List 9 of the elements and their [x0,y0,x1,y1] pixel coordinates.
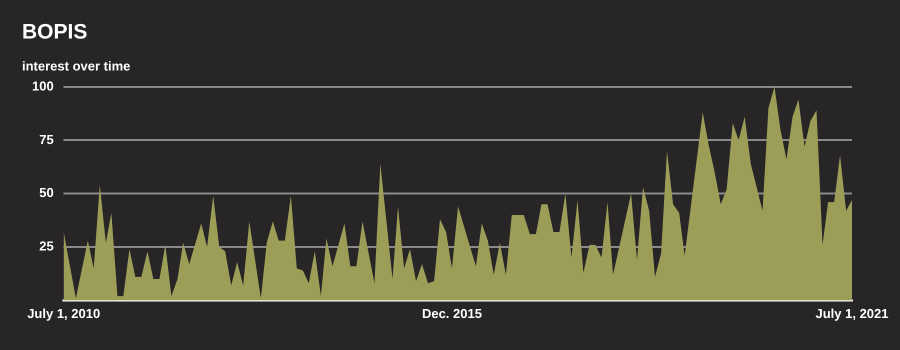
y-tick-label: 50 [39,185,54,200]
y-tick-label: 100 [32,78,54,94]
x-tick-label: Dec. 2015 [422,306,482,321]
chart-title: BOPIS [22,20,88,44]
x-tick-label: July 1, 2010 [27,306,100,321]
x-tick-label: July 1, 2021 [816,306,888,321]
chart-subtitle: interest over time [22,58,130,74]
y-tick-label: 25 [39,238,54,254]
y-tick-label: 75 [39,132,54,147]
